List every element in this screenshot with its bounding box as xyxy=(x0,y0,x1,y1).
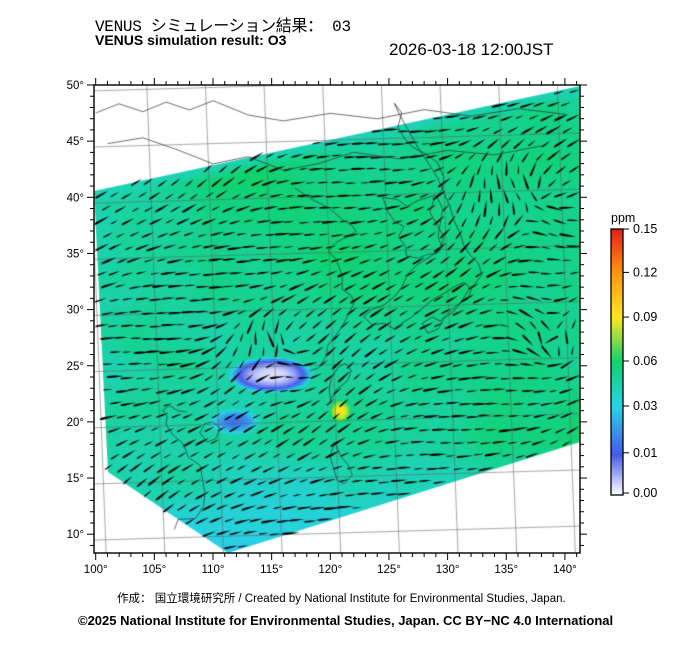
svg-text:105°: 105° xyxy=(142,564,166,576)
svg-text:135°: 135° xyxy=(494,564,518,576)
svg-text:20°: 20° xyxy=(67,417,84,429)
svg-text:0.03: 0.03 xyxy=(633,399,657,413)
svg-text:15°: 15° xyxy=(67,473,84,485)
svg-text:125°: 125° xyxy=(377,564,401,576)
svg-text:0.12: 0.12 xyxy=(633,265,657,279)
svg-text:0.06: 0.06 xyxy=(633,354,657,368)
svg-text:25°: 25° xyxy=(67,361,84,373)
svg-text:140°: 140° xyxy=(553,564,577,576)
svg-text:10°: 10° xyxy=(67,529,84,541)
svg-text:110°: 110° xyxy=(202,564,225,576)
svg-text:35°: 35° xyxy=(67,248,84,260)
svg-text:120°: 120° xyxy=(318,564,342,576)
svg-text:ppm: ppm xyxy=(611,211,635,225)
svg-text:30°: 30° xyxy=(67,305,84,317)
svg-text:0.09: 0.09 xyxy=(633,310,657,324)
svg-text:50°: 50° xyxy=(67,80,84,92)
svg-text:0.00: 0.00 xyxy=(633,486,657,500)
svg-text:100°: 100° xyxy=(84,564,108,576)
svg-text:0.01: 0.01 xyxy=(633,446,657,460)
svg-text:130°: 130° xyxy=(436,564,460,576)
svg-text:115°: 115° xyxy=(260,564,283,576)
svg-text:0.15: 0.15 xyxy=(633,222,657,236)
svg-text:45°: 45° xyxy=(67,136,84,148)
svg-text:40°: 40° xyxy=(67,192,84,204)
